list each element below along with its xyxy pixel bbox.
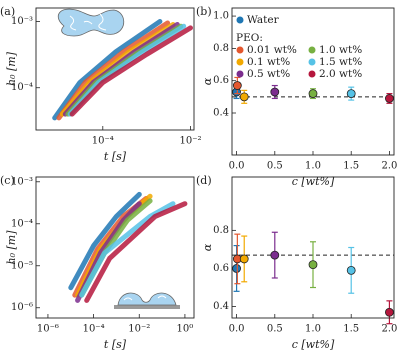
y-axis-label: h₀ [m] bbox=[5, 51, 18, 86]
y-tick-label: 0.8 bbox=[213, 225, 229, 236]
x-tick-label: 10⁻⁴ bbox=[83, 324, 105, 335]
y-tick-label: 1.0 bbox=[213, 11, 229, 22]
y-axis-label: h₀ [m] bbox=[5, 230, 18, 265]
y-tick-label: 10⁻³ bbox=[11, 16, 33, 27]
legend-title: PEO: bbox=[236, 32, 263, 44]
y-tick-label: 0.6 bbox=[213, 263, 229, 274]
y-tick-label: 0.4 bbox=[213, 108, 229, 119]
panel: 10⁻⁶ 10⁻⁴ 10⁻² 10⁰ 10⁻⁶ 10⁻⁵ 10⁻⁴ 10⁻³ t [s] h₀ [… bbox=[0, 174, 195, 351]
x-tick-label: 1.5 bbox=[343, 161, 359, 172]
data-track bbox=[69, 25, 193, 117]
plot-frame bbox=[35, 7, 195, 131]
legend-label: Water bbox=[247, 14, 280, 26]
x-tick-label: 10⁻⁴ bbox=[92, 136, 114, 147]
legend-marker bbox=[308, 70, 316, 78]
x-axis-label: c [wt%] bbox=[292, 338, 335, 351]
y-tick-label: 10⁻⁴ bbox=[11, 82, 33, 93]
inset-icon-a bbox=[57, 8, 125, 37]
x-tick-label: 10⁻⁶ bbox=[37, 324, 59, 335]
x-tick-label: 1.0 bbox=[305, 161, 321, 172]
y-tick-label: 10⁻⁶ bbox=[11, 302, 33, 313]
y-tick-label: 0.4 bbox=[213, 301, 229, 312]
point bbox=[385, 94, 394, 103]
x-tick-label: 0.0 bbox=[229, 161, 245, 172]
panel: 10⁻⁴ 10⁻² 10⁻⁴ 10⁻³ t [s] h₀ [m] (a) bbox=[0, 5, 202, 163]
panel-label: (d) bbox=[196, 174, 212, 187]
legend-label: 2.0 wt% bbox=[319, 68, 362, 80]
legend-label: 1.5 wt% bbox=[319, 56, 362, 68]
legend-marker bbox=[236, 70, 244, 78]
panel: 0.0 0.5 1.0 1.5 2.0 0.4 0.6 0.8 c [wt%] α (d) bbox=[196, 174, 397, 351]
plot-frame bbox=[231, 176, 395, 319]
x-tick-label: 10⁰ bbox=[177, 324, 194, 335]
data-track bbox=[68, 191, 142, 291]
y-tick-label: 10⁻³ bbox=[11, 176, 33, 187]
y-tick-label: 0.6 bbox=[213, 75, 229, 86]
y-tick-label: 10⁻⁵ bbox=[11, 260, 33, 271]
legend-marker bbox=[308, 58, 316, 66]
point bbox=[270, 87, 280, 97]
x-tick-label: 1.5 bbox=[343, 324, 359, 335]
point bbox=[232, 81, 242, 90]
legend-label: 0.01 wt% bbox=[247, 44, 297, 56]
y-tick-label: 10⁻⁴ bbox=[11, 218, 33, 229]
data-track bbox=[79, 201, 176, 298]
point bbox=[270, 250, 280, 260]
x-axis-label: t [s] bbox=[104, 338, 127, 351]
legend-label: 1.0 wt% bbox=[319, 44, 362, 56]
legend-marker bbox=[236, 46, 244, 54]
x-tick-label: 10⁻² bbox=[180, 136, 202, 147]
x-tick-label: 0.5 bbox=[267, 161, 283, 172]
x-tick-label: 0.5 bbox=[267, 324, 283, 335]
point bbox=[239, 92, 249, 102]
plot-frame bbox=[231, 7, 395, 156]
legend-marker bbox=[236, 58, 244, 66]
legend-label: 0.1 wt% bbox=[247, 56, 290, 68]
point bbox=[346, 265, 356, 275]
point bbox=[385, 307, 394, 317]
x-tick-label: 10⁻² bbox=[128, 324, 150, 335]
x-tick-label: 2.0 bbox=[381, 161, 397, 172]
x-axis-label: c [wt%] bbox=[292, 175, 335, 188]
legend-marker bbox=[308, 46, 316, 54]
inset-icon-c bbox=[114, 292, 180, 309]
x-tick-label: 2.0 bbox=[381, 324, 397, 335]
legend-label: 0.5 wt% bbox=[247, 68, 290, 80]
point bbox=[346, 89, 356, 99]
plot-frame bbox=[35, 176, 195, 319]
point bbox=[308, 89, 318, 99]
x-tick-label: 0.0 bbox=[229, 324, 245, 335]
point bbox=[232, 264, 241, 273]
panel: 0.0 0.5 1.0 1.5 2.0 0.4 0.6 0.8 1.0 c [wt%] α (b) Wa… bbox=[196, 5, 397, 188]
point bbox=[308, 260, 318, 270]
legend-marker bbox=[236, 16, 244, 24]
panel-label: (b) bbox=[196, 5, 212, 18]
data-track bbox=[52, 19, 163, 121]
x-tick-label: 1.0 bbox=[305, 324, 321, 335]
data-track bbox=[84, 201, 188, 303]
panel-label: (a) bbox=[0, 5, 15, 18]
y-axis-label: α bbox=[201, 243, 214, 251]
y-tick-label: 0.8 bbox=[213, 43, 229, 54]
x-axis-label: t [s] bbox=[104, 150, 127, 163]
point bbox=[239, 254, 249, 264]
y-axis-label: α bbox=[201, 77, 214, 85]
panel-label: (c) bbox=[0, 174, 15, 187]
